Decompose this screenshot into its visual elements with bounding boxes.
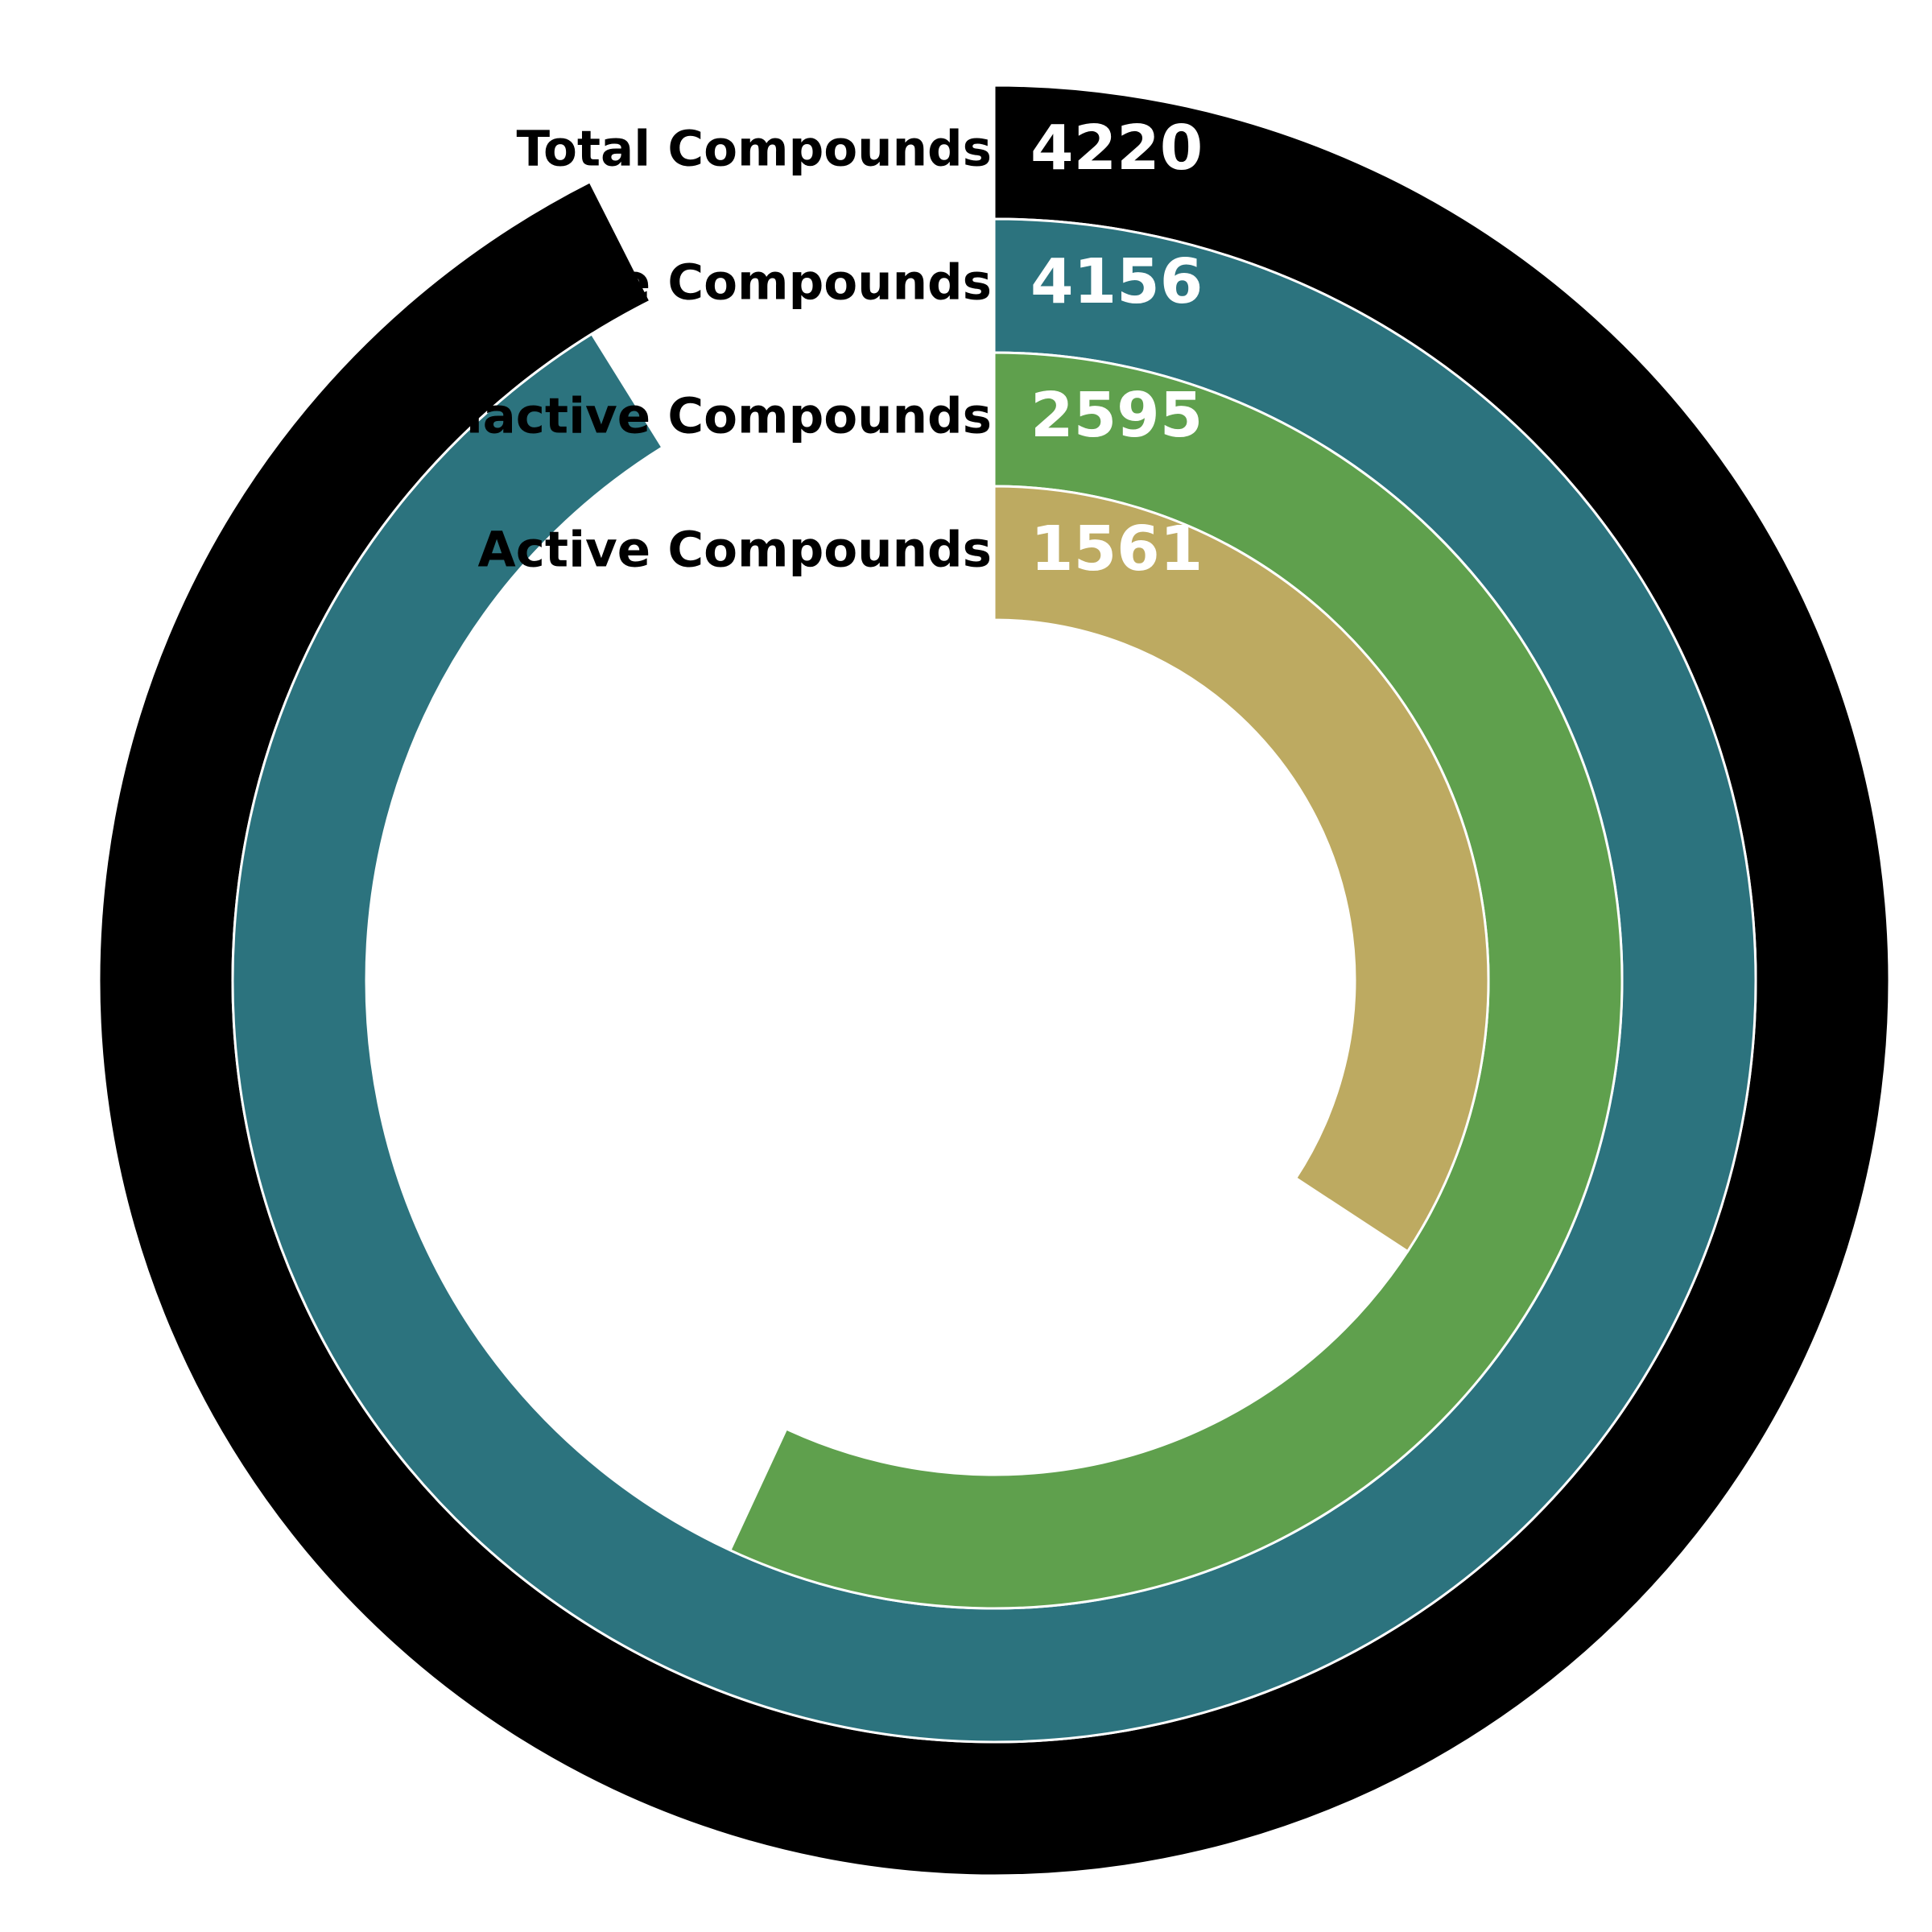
category-label: Unique Compounds <box>456 254 992 312</box>
category-label: Total Compounds <box>516 121 992 178</box>
value-label: 4220 <box>1030 113 1203 184</box>
label-group: Total Compounds 4220 Unique Compounds 4156 I… <box>429 113 1203 585</box>
category-label: Inactive Compounds <box>429 388 992 445</box>
value-label: 4156 <box>1030 246 1203 318</box>
category-label: Active Compounds <box>478 522 992 579</box>
ring-group <box>97 84 1891 1877</box>
ring-bar-active-compounds <box>993 485 1490 1253</box>
value-label: 1561 <box>1030 514 1203 585</box>
value-label: 2595 <box>1030 380 1203 452</box>
